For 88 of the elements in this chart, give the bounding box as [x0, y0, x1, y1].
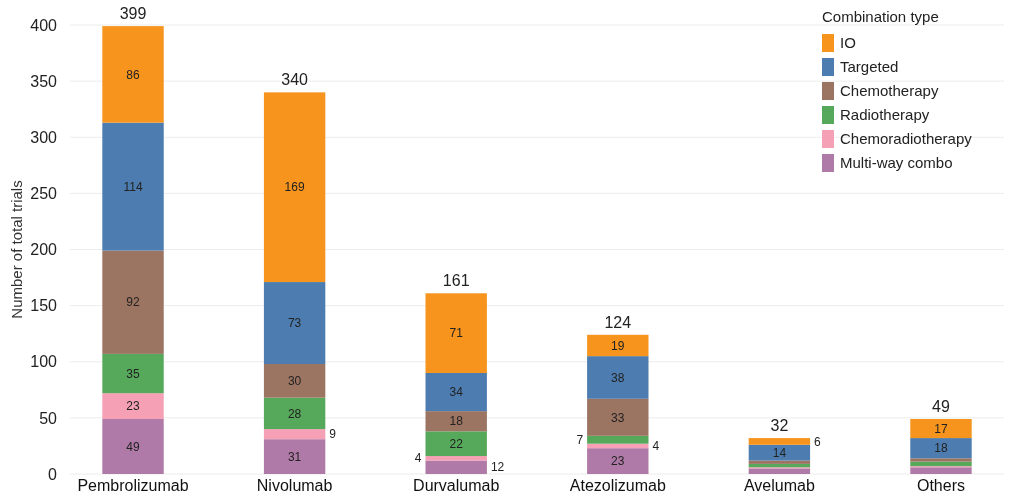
data-label: 9: [329, 427, 337, 442]
x-tick-label: Nivolumab: [256, 477, 333, 495]
data-label: 4: [414, 451, 422, 466]
total-label: 124: [604, 313, 632, 331]
data-label: 49: [126, 439, 141, 454]
bar: [263, 429, 326, 440]
data-label: 7: [576, 432, 584, 447]
bar: [425, 372, 487, 412]
x-tick-label: Avelumab: [743, 477, 815, 495]
y-tick-label: 50: [39, 409, 58, 427]
bar: [587, 334, 649, 357]
total-label: 340: [281, 71, 309, 89]
bar: [587, 448, 649, 474]
data-label: 28: [287, 406, 302, 421]
bar: [425, 456, 487, 461]
legend-label: IO: [840, 34, 856, 51]
y-axis-title: Number of total trials: [8, 180, 25, 319]
bar: [910, 438, 972, 459]
legend-label: Chemoradiotherapy: [840, 130, 973, 147]
bar: [748, 438, 811, 445]
bar: [425, 411, 487, 432]
y-tick-label: 150: [30, 297, 58, 315]
legend-title: Combination type: [822, 8, 939, 25]
bar: [425, 460, 487, 474]
data-label: 92: [126, 295, 141, 310]
y-tick-label: 250: [30, 184, 58, 202]
bar: [748, 468, 811, 474]
data-label: 35: [126, 366, 141, 381]
legend-label: Radiotherapy: [840, 106, 930, 123]
bar: [102, 353, 164, 394]
bar: [102, 250, 164, 354]
bar: [425, 293, 487, 373]
data-label: 23: [126, 399, 141, 414]
data-label: 19: [611, 338, 625, 353]
data-label: 169: [284, 180, 305, 195]
bar: [102, 419, 164, 474]
data-label: 86: [126, 67, 141, 82]
data-label: 31: [287, 449, 302, 464]
data-label: 6: [814, 434, 822, 449]
data-label: 73: [287, 316, 302, 331]
x-tick-label: Pembrolizumab: [77, 477, 189, 495]
legend-label: Multi-way combo: [840, 154, 953, 171]
bar: [102, 393, 164, 419]
legend-label: Targeted: [840, 58, 899, 75]
bar: [263, 397, 326, 430]
bar: [425, 431, 487, 457]
y-tick-label: 0: [48, 465, 58, 483]
y-tick-label: 400: [30, 16, 58, 34]
bar: [102, 122, 164, 251]
data-label: 12: [490, 460, 505, 475]
data-label: 38: [611, 370, 625, 385]
data-label: 34: [449, 385, 464, 400]
total-label: 49: [932, 398, 950, 415]
x-tick-label: Atezolizumab: [569, 477, 666, 495]
total-label: 32: [770, 417, 789, 435]
bar: [587, 435, 649, 444]
x-tick-label: Durvalumab: [413, 477, 500, 495]
y-tick-label: 350: [30, 72, 58, 90]
y-tick-label: 100: [30, 353, 58, 371]
bar: [587, 398, 649, 436]
bar: [263, 364, 326, 398]
y-tick-label: 300: [30, 128, 58, 146]
bar: [263, 92, 326, 283]
data-label: 18: [934, 441, 948, 456]
x-tick-label: Others: [916, 477, 965, 495]
data-label: 23: [611, 454, 625, 469]
bar: [910, 467, 972, 474]
bar: [910, 458, 972, 462]
total-label: 161: [442, 272, 470, 290]
total-label: 399: [119, 5, 147, 23]
data-label: 17: [934, 421, 948, 436]
y-tick-label: 200: [30, 241, 58, 259]
bar: [748, 444, 811, 461]
data-label: 71: [449, 326, 464, 341]
data-label: 114: [123, 179, 143, 194]
bar: [910, 419, 972, 439]
data-label: 18: [449, 414, 464, 429]
bar: [102, 26, 164, 123]
bar: [587, 356, 649, 399]
bar: [910, 461, 972, 467]
bar: [263, 439, 326, 474]
data-label: 22: [449, 436, 464, 451]
legend-label: Chemotherapy: [840, 82, 939, 99]
data-label: 30: [287, 374, 302, 389]
bar: [263, 282, 326, 364]
data-label: 4: [652, 439, 660, 454]
data-label: 33: [611, 410, 625, 425]
data-label: 14: [772, 445, 787, 460]
